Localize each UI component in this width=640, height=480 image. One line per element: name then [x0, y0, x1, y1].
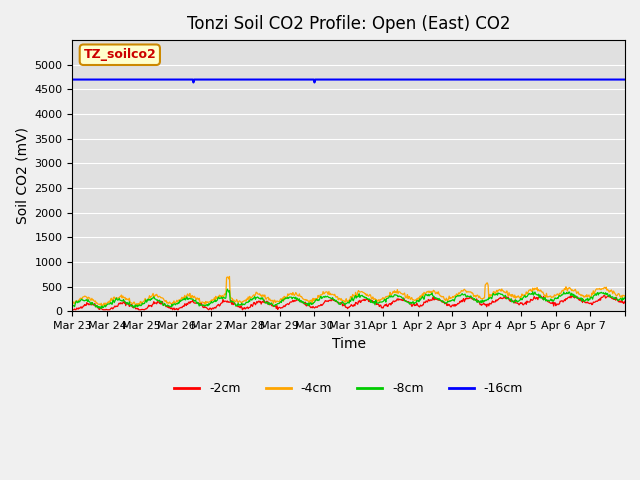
Title: Tonzi Soil CO2 Profile: Open (East) CO2: Tonzi Soil CO2 Profile: Open (East) CO2 — [187, 15, 511, 33]
Legend: -2cm, -4cm, -8cm, -16cm: -2cm, -4cm, -8cm, -16cm — [169, 377, 528, 400]
X-axis label: Time: Time — [332, 336, 365, 350]
Text: TZ_soilco2: TZ_soilco2 — [83, 48, 156, 61]
Y-axis label: Soil CO2 (mV): Soil CO2 (mV) — [15, 127, 29, 224]
